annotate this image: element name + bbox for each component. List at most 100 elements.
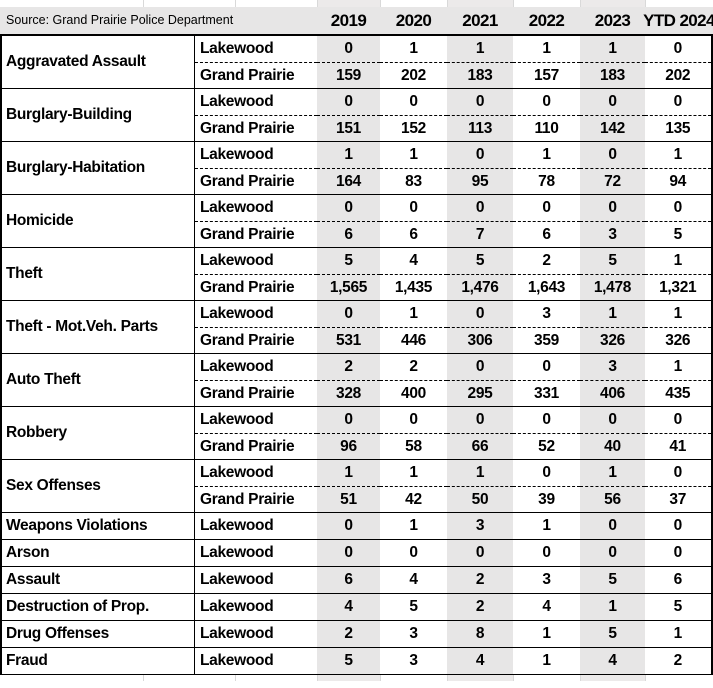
value-cell[interactable]: 113: [447, 115, 513, 141]
category-cell[interactable]: Auto Theft: [2, 354, 195, 406]
area-cell[interactable]: Lakewood: [200, 252, 274, 269]
value-cell[interactable]: 0: [580, 195, 645, 221]
value-cell[interactable]: 0: [580, 142, 645, 168]
value-cell[interactable]: 359: [513, 327, 580, 353]
value-cell[interactable]: 95: [447, 168, 513, 194]
value-cell[interactable]: 52: [513, 433, 580, 459]
value-cell[interactable]: 1: [409, 40, 418, 57]
area-cell[interactable]: Lakewood: [200, 146, 274, 163]
value-cell[interactable]: 3: [409, 652, 418, 669]
value-cell[interactable]: 6: [673, 571, 683, 588]
value-cell[interactable]: 1,565: [317, 274, 380, 300]
value-cell[interactable]: 58: [380, 433, 447, 459]
year-header-cell[interactable]: 2023: [594, 10, 631, 30]
value-cell[interactable]: 94: [645, 168, 711, 194]
category-cell[interactable]: Burglary-Habitation: [2, 142, 195, 194]
value-cell[interactable]: 4: [409, 571, 418, 588]
value-cell[interactable]: 0: [317, 195, 380, 221]
area-cell[interactable]: Lakewood: [200, 598, 274, 615]
area-cell[interactable]: Grand Prairie: [195, 433, 317, 459]
year-header-cell[interactable]: 2019: [330, 10, 367, 30]
value-cell[interactable]: 4: [409, 252, 418, 269]
value-cell[interactable]: 0: [673, 411, 683, 428]
value-cell[interactable]: 0: [317, 513, 380, 539]
value-cell[interactable]: 328: [317, 380, 380, 406]
value-cell[interactable]: 6: [317, 567, 380, 593]
value-cell[interactable]: 0: [317, 540, 380, 566]
value-cell[interactable]: 0: [542, 544, 551, 561]
value-cell[interactable]: 6: [317, 221, 380, 247]
value-cell[interactable]: 37: [645, 486, 711, 512]
value-cell[interactable]: 83: [380, 168, 447, 194]
value-cell[interactable]: 0: [580, 89, 645, 115]
value-cell[interactable]: 2: [673, 652, 683, 669]
value-cell[interactable]: 326: [645, 327, 711, 353]
value-cell[interactable]: 2: [317, 354, 380, 380]
value-cell[interactable]: 1: [542, 146, 551, 163]
value-cell[interactable]: 0: [447, 354, 513, 380]
value-cell[interactable]: 4: [580, 648, 645, 674]
area-cell[interactable]: Lakewood: [200, 358, 274, 375]
area-cell[interactable]: Lakewood: [200, 625, 274, 642]
value-cell[interactable]: 1: [542, 40, 551, 57]
value-cell[interactable]: 2: [542, 252, 551, 269]
value-cell[interactable]: 1: [673, 146, 683, 163]
value-cell[interactable]: 1: [409, 517, 418, 534]
category-cell[interactable]: Arson: [2, 540, 195, 566]
area-cell[interactable]: Grand Prairie: [195, 62, 317, 88]
value-cell[interactable]: 2: [317, 621, 380, 647]
value-cell[interactable]: 1: [580, 460, 645, 486]
source-label[interactable]: Source: Grand Prairie Police Department: [6, 13, 234, 27]
value-cell[interactable]: 5: [673, 598, 683, 615]
value-cell[interactable]: 6: [513, 221, 580, 247]
value-cell[interactable]: 0: [580, 407, 645, 433]
value-cell[interactable]: 1: [580, 594, 645, 620]
value-cell[interactable]: 142: [580, 115, 645, 141]
value-cell[interactable]: 0: [673, 40, 683, 57]
value-cell[interactable]: 0: [542, 411, 551, 428]
value-cell[interactable]: 5: [580, 248, 645, 274]
value-cell[interactable]: 40: [580, 433, 645, 459]
value-cell[interactable]: 2: [447, 567, 513, 593]
value-cell[interactable]: 1: [409, 305, 418, 322]
value-cell[interactable]: 1: [317, 142, 380, 168]
value-cell[interactable]: 42: [380, 486, 447, 512]
value-cell[interactable]: 1: [542, 625, 551, 642]
value-cell[interactable]: 0: [447, 195, 513, 221]
value-cell[interactable]: 3: [542, 571, 551, 588]
value-cell[interactable]: 1: [673, 358, 683, 375]
category-cell[interactable]: Aggravated Assault: [2, 36, 195, 88]
value-cell[interactable]: 1: [447, 460, 513, 486]
value-cell[interactable]: 78: [513, 168, 580, 194]
category-cell[interactable]: Robbery: [2, 407, 195, 459]
value-cell[interactable]: 0: [409, 544, 418, 561]
area-cell[interactable]: Grand Prairie: [195, 486, 317, 512]
area-cell[interactable]: Grand Prairie: [195, 327, 317, 353]
area-cell[interactable]: Lakewood: [200, 517, 274, 534]
value-cell[interactable]: 1,478: [580, 274, 645, 300]
value-cell[interactable]: 202: [380, 62, 447, 88]
value-cell[interactable]: 0: [447, 301, 513, 327]
value-cell[interactable]: 1,476: [447, 274, 513, 300]
value-cell[interactable]: 1,435: [380, 274, 447, 300]
value-cell[interactable]: 1: [673, 305, 683, 322]
value-cell[interactable]: 0: [409, 199, 418, 216]
value-cell[interactable]: 110: [513, 115, 580, 141]
value-cell[interactable]: 1: [580, 36, 645, 62]
value-cell[interactable]: 331: [513, 380, 580, 406]
value-cell[interactable]: 1: [542, 517, 551, 534]
value-cell[interactable]: 531: [317, 327, 380, 353]
value-cell[interactable]: 4: [447, 648, 513, 674]
category-cell[interactable]: Fraud: [2, 648, 195, 674]
value-cell[interactable]: 3: [447, 513, 513, 539]
value-cell[interactable]: 51: [317, 486, 380, 512]
value-cell[interactable]: 0: [673, 199, 683, 216]
year-header-cell[interactable]: 2020: [395, 10, 432, 30]
value-cell[interactable]: 0: [542, 464, 551, 481]
value-cell[interactable]: 0: [317, 89, 380, 115]
value-cell[interactable]: 3: [542, 305, 551, 322]
category-cell[interactable]: Drug Offenses: [2, 621, 195, 647]
value-cell[interactable]: 406: [580, 380, 645, 406]
value-cell[interactable]: 5: [580, 621, 645, 647]
value-cell[interactable]: 5: [317, 248, 380, 274]
